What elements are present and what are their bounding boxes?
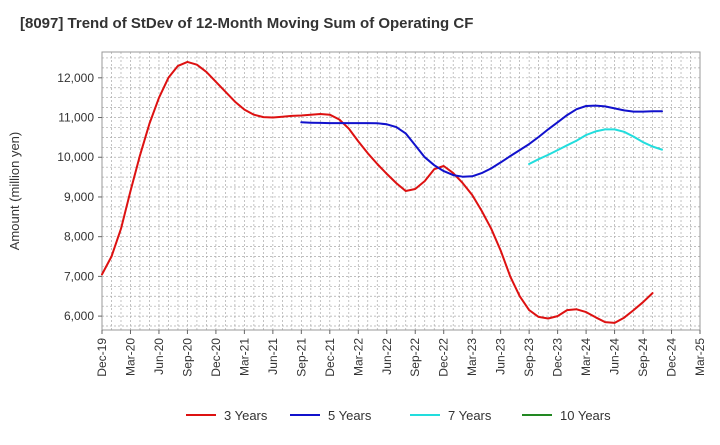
- chart-title: [8097] Trend of StDev of 12-Month Moving…: [20, 15, 473, 32]
- x-tick-label: Jun-22: [380, 338, 394, 375]
- x-axis-ticks: Dec-19 Mar-20 Jun-20 Sep-20 Dec-20 Mar-21 Jun-…: [95, 330, 707, 377]
- grid-lines: [102, 52, 700, 330]
- y-tick-label: 7,000: [64, 269, 94, 283]
- x-tick-label: Mar-21: [237, 338, 251, 376]
- x-tick-label: Dec-21: [323, 338, 337, 377]
- y-tick-label: 8,000: [64, 230, 94, 244]
- x-tick-label: Mar-24: [579, 338, 593, 376]
- y-axis-label: Amount (million yen): [7, 132, 22, 251]
- x-tick-label: Jun-24: [608, 338, 622, 375]
- y-tick-label: 9,000: [64, 190, 94, 204]
- y-tick-label: 11,000: [58, 111, 94, 125]
- x-tick-label: Sep-24: [636, 338, 650, 377]
- x-tick-label: Mar-23: [465, 338, 479, 376]
- legend-label-5-years: 5 Years: [328, 408, 372, 423]
- y-axis-ticks: 6,000 7,000 8,000 9,000 10,000 11,000 12,000: [57, 71, 102, 323]
- x-tick-label: Dec-20: [209, 338, 223, 377]
- series-line-3-years: [101, 60, 654, 324]
- series-line-5-years: [300, 104, 663, 178]
- x-tick-label: Mar-20: [123, 338, 137, 376]
- x-tick-label: Jun-23: [494, 338, 508, 375]
- x-tick-label: Jun-20: [152, 338, 166, 375]
- x-tick-label: Dec-19: [95, 338, 109, 377]
- legend-label-3-years: 3 Years: [224, 408, 268, 423]
- x-tick-label: Mar-22: [351, 338, 365, 376]
- x-tick-label: Sep-22: [408, 338, 422, 377]
- series-line-7-years: [528, 128, 663, 165]
- legend-label-10-years: 10 Years: [560, 408, 611, 423]
- y-tick-label: 10,000: [57, 150, 94, 164]
- x-tick-label: Sep-21: [294, 338, 308, 377]
- y-tick-label: 12,000: [57, 71, 94, 85]
- x-tick-label: Sep-20: [180, 338, 194, 377]
- y-tick-label: 6,000: [64, 309, 94, 323]
- x-tick-label: Dec-23: [551, 338, 565, 377]
- x-tick-label: Dec-24: [665, 338, 679, 377]
- x-tick-label: Jun-21: [266, 338, 280, 375]
- x-tick-label: Dec-22: [437, 338, 451, 377]
- x-tick-label: Mar-25: [693, 338, 707, 376]
- legend-label-7-years: 7 Years: [448, 408, 492, 423]
- x-tick-label: Sep-23: [522, 338, 536, 377]
- plot-area-frame: [101, 51, 701, 331]
- series-lines: [101, 60, 663, 324]
- legend: 3 Years 5 Years 7 Years 10 Years: [186, 408, 611, 423]
